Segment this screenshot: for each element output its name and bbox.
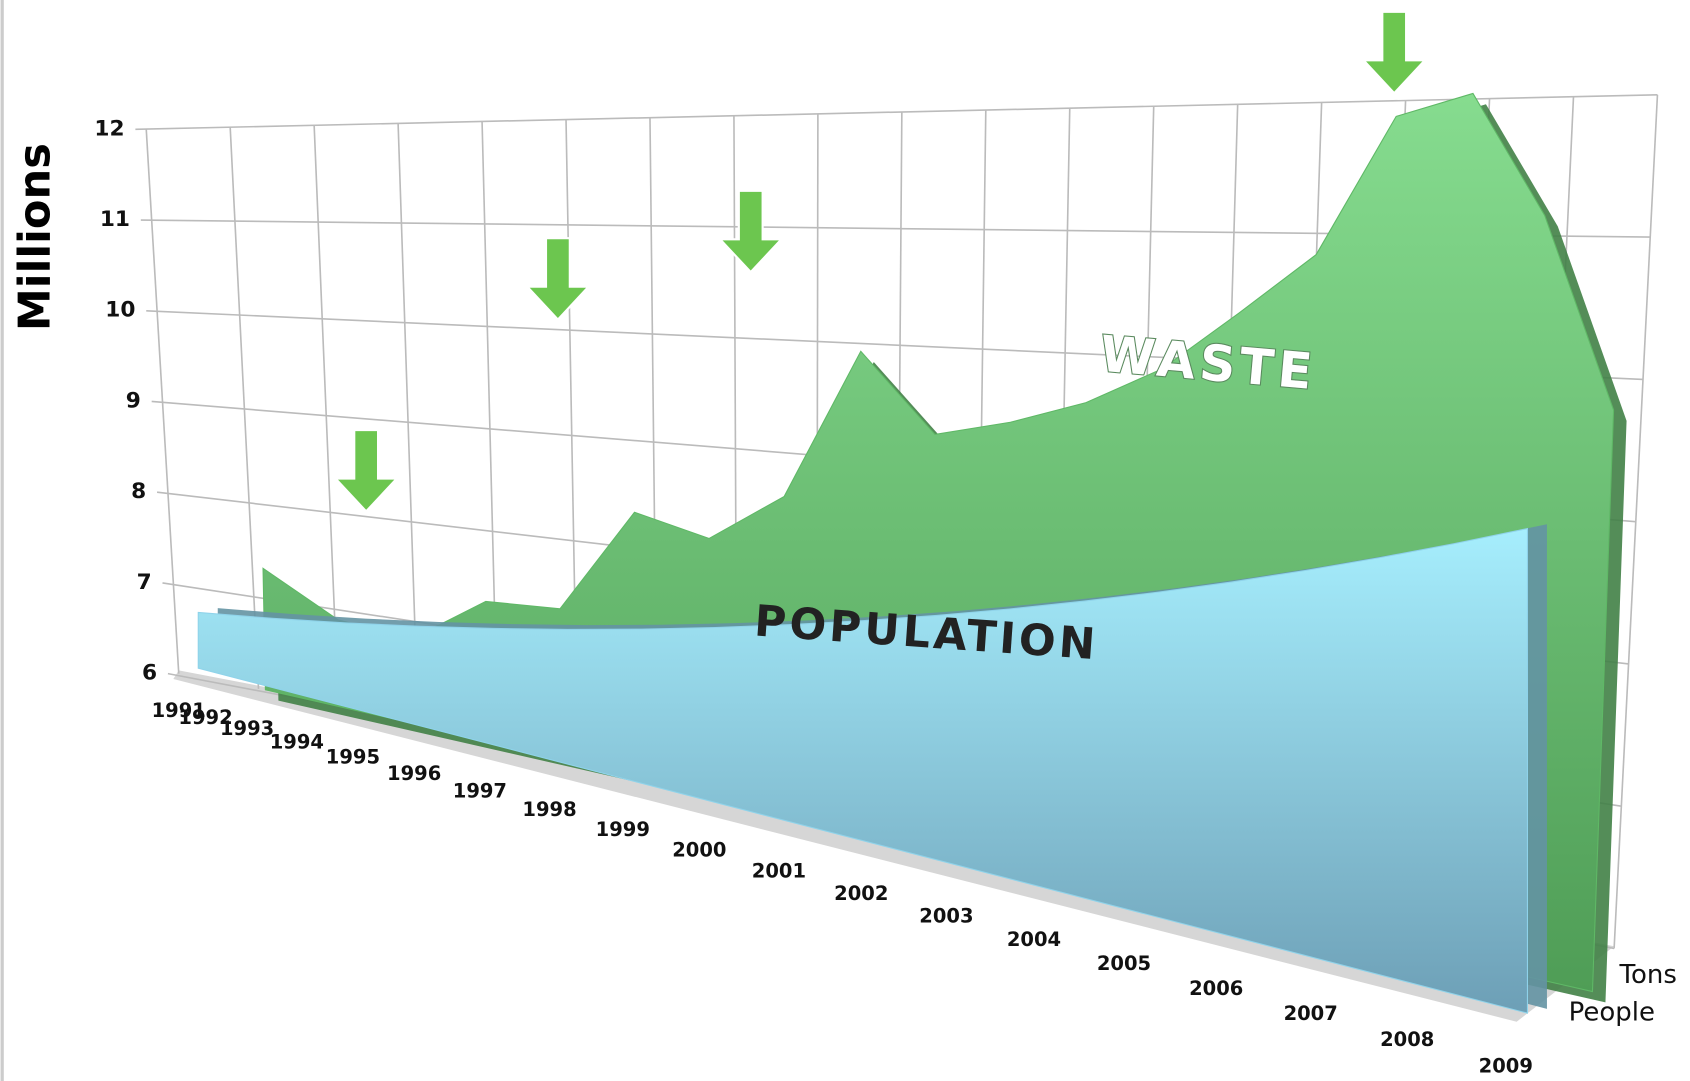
x-tick-label: 1993	[220, 717, 274, 740]
y-tick-label: 7	[137, 570, 152, 595]
y-tick-label: 11	[100, 207, 130, 232]
x-tick-label: 2004	[1007, 928, 1061, 951]
x-tick-label: 1998	[522, 798, 576, 821]
x-tick-label: 1996	[387, 762, 441, 785]
arrow-icon	[333, 428, 400, 513]
y-tick-label: 12	[94, 116, 124, 141]
x-tick-label: 2001	[752, 860, 806, 883]
x-tick-label: 2005	[1097, 952, 1151, 975]
x-tick-label: 2006	[1189, 977, 1243, 1000]
arrow-icon	[717, 189, 784, 274]
x-tick-label: 1992	[178, 706, 232, 729]
y-tick-label: 8	[131, 479, 146, 504]
x-tick-label: 2003	[919, 905, 973, 928]
x-tick-label: 1991	[152, 699, 206, 722]
legend-label: People	[1569, 998, 1655, 1028]
y-tick-label: 9	[126, 389, 141, 414]
y-tick-label: 10	[105, 298, 135, 323]
x-tick-label: 1997	[453, 780, 507, 803]
x-tick-label: 1995	[326, 746, 380, 769]
x-tick-label: 1994	[270, 731, 324, 754]
x-tick-label: 2002	[834, 882, 888, 905]
x-tick-label: 2009	[1479, 1055, 1533, 1078]
grid-line	[135, 94, 1658, 131]
x-tick-label: 1999	[596, 818, 650, 841]
arrow-icon	[524, 237, 592, 322]
x-tick-label: 2008	[1380, 1028, 1434, 1051]
legend-label: Tons	[1619, 960, 1677, 990]
x-tick-label: 2000	[672, 838, 726, 861]
y-tick-label: 6	[142, 661, 157, 686]
arrow-icon	[1361, 10, 1428, 95]
y-axis-label: Millions	[10, 143, 60, 331]
x-tick-label: 2007	[1284, 1002, 1338, 1025]
area	[197, 527, 1528, 1014]
